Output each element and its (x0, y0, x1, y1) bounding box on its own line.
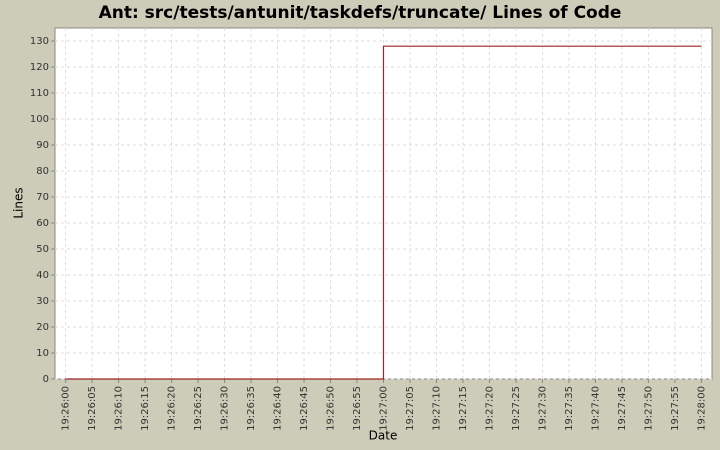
y-tick-label: 70 (36, 192, 49, 203)
x-tick-label: 19:26:35 (246, 386, 257, 431)
y-tick-label: 130 (30, 36, 49, 47)
x-tick-label: 19:27:25 (511, 386, 522, 431)
y-tick-label: 20 (36, 322, 49, 333)
y-tick-label: 40 (36, 270, 49, 281)
y-tick-label: 90 (36, 140, 49, 151)
x-tick-label: 19:28:00 (696, 386, 707, 431)
y-tick-label: 120 (30, 62, 49, 73)
x-tick-label: 19:27:50 (643, 386, 654, 431)
x-tick-label: 19:26:05 (87, 386, 98, 431)
x-tick-label: 19:26:00 (61, 386, 72, 431)
x-tick-label: 19:27:15 (458, 386, 469, 431)
x-tick-label: 19:27:45 (617, 386, 628, 431)
x-tick-label: 19:26:20 (167, 386, 178, 431)
x-tick-label: 19:27:00 (379, 386, 390, 431)
y-tick-label: 100 (30, 114, 49, 125)
x-tick-label: 19:26:55 (352, 386, 363, 431)
y-tick-label: 60 (36, 218, 49, 229)
y-tick-label: 110 (30, 88, 49, 99)
chart-title: Ant: src/tests/antunit/taskdefs/truncate… (99, 3, 622, 23)
data-line (65, 45, 702, 380)
y-tick-label: 50 (36, 244, 49, 255)
x-tick-label: 19:27:35 (564, 386, 575, 431)
x-tick-label: 19:26:10 (114, 386, 125, 431)
x-tick-label: 19:27:10 (431, 386, 442, 431)
y-axis-label: Lines (12, 187, 26, 218)
x-axis-label: Date (369, 429, 398, 443)
x-tick-label: 19:27:40 (590, 386, 601, 431)
x-tick-label: 19:26:25 (193, 386, 204, 431)
y-tick-label: 10 (36, 348, 49, 359)
x-tick-label: 19:27:20 (484, 386, 495, 431)
x-tick-label: 19:26:45 (299, 386, 310, 431)
x-tick-label: 19:27:30 (537, 386, 548, 431)
x-tick-label: 19:27:05 (405, 386, 416, 431)
x-tick-label: 19:26:15 (140, 386, 151, 431)
y-tick-label: 0 (43, 374, 49, 385)
x-tick-label: 19:26:30 (220, 386, 231, 431)
y-tick-label: 80 (36, 166, 49, 177)
y-tick-label: 30 (36, 296, 49, 307)
x-tick-label: 19:27:55 (670, 386, 681, 431)
x-tick-label: 19:26:50 (326, 386, 337, 431)
x-tick-label: 19:26:40 (273, 386, 284, 431)
